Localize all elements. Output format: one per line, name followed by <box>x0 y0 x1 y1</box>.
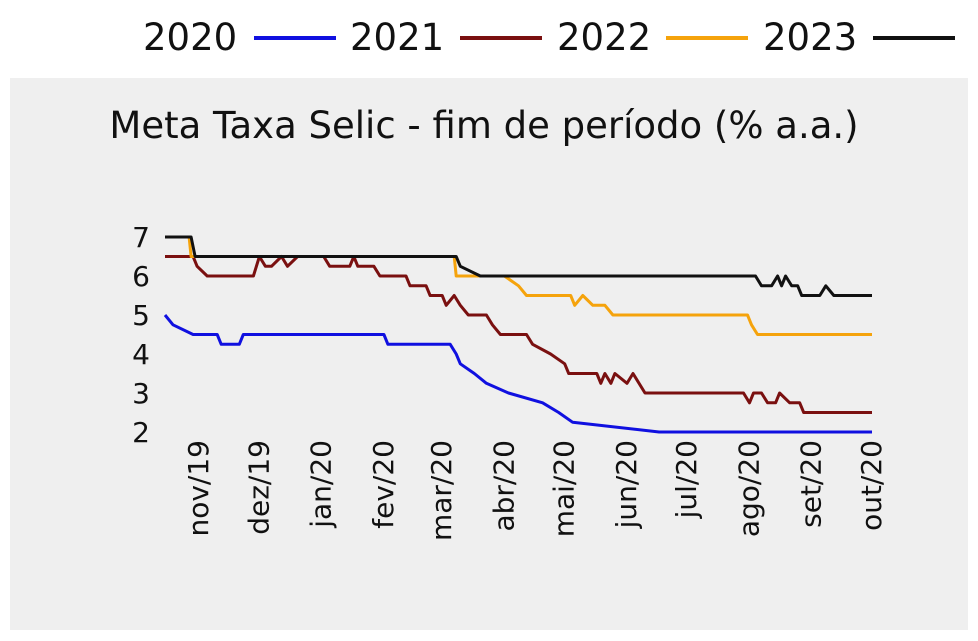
x-axis: nov/19 dez/19 jan/20 fev/20 mar/20 abr/20 mai/… <box>182 440 888 541</box>
legend-label-2023: 2023 <box>763 16 857 59</box>
legend-label-2020: 2020 <box>143 16 237 59</box>
series-line-2023 <box>165 235 872 297</box>
x-tick-label: out/20 <box>855 440 888 531</box>
x-tick-label: jul/20 <box>670 440 703 519</box>
x-tick-label: dez/19 <box>242 440 275 535</box>
x-tick-label: jun/20 <box>610 440 643 529</box>
chart-legend: 2020 2021 2022 2023 <box>143 16 955 59</box>
x-tick-label: abr/20 <box>487 440 520 532</box>
line-chart: Meta Taxa Selic - fim de período (% a.a.… <box>109 104 888 541</box>
legend-label-2021: 2021 <box>350 16 444 59</box>
series-line-2021 <box>165 255 872 414</box>
x-tick-label: jan/20 <box>305 440 338 529</box>
series-line-2020 <box>163 314 872 434</box>
chart-title: Meta Taxa Selic - fim de período (% a.a.… <box>109 104 858 147</box>
series-group <box>163 235 872 434</box>
chart-panel <box>10 78 968 630</box>
x-tick-label: mar/20 <box>425 440 458 541</box>
y-axis: 2 3 4 5 6 7 <box>132 221 150 449</box>
y-tick-label: 2 <box>132 416 150 449</box>
y-tick-label: 5 <box>132 299 150 332</box>
x-tick-label: set/20 <box>795 440 828 528</box>
x-tick-label: nov/19 <box>182 440 215 537</box>
y-tick-label: 3 <box>132 377 150 410</box>
x-tick-label: fev/20 <box>367 440 400 529</box>
x-tick-label: ago/20 <box>732 440 765 537</box>
y-tick-label: 7 <box>132 221 150 254</box>
y-tick-label: 4 <box>132 338 150 371</box>
legend-label-2022: 2022 <box>557 16 651 59</box>
x-tick-label: mai/20 <box>548 440 581 537</box>
y-tick-label: 6 <box>132 260 150 293</box>
